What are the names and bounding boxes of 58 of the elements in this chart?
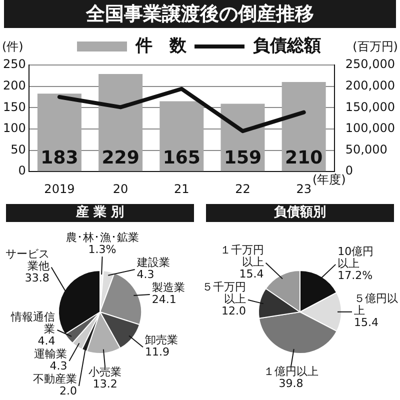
y-tick-label: 50 bbox=[10, 142, 26, 156]
slice-label: 小売業 bbox=[88, 366, 122, 379]
chart-title: 産 業 別 bbox=[6, 204, 194, 222]
x-tick-label: 22 bbox=[235, 182, 250, 196]
data-label: 33.8 bbox=[24, 272, 50, 285]
slice-label: １億円以上 bbox=[263, 365, 318, 378]
data-label: 4.4 bbox=[38, 334, 56, 348]
data-label: 17.2% bbox=[338, 268, 373, 282]
x-tick-label: 2019 bbox=[44, 182, 75, 196]
y2-axis-title: (百万円) bbox=[352, 40, 398, 54]
slice-label: １千万円以上 bbox=[220, 243, 264, 268]
data-label: 229 bbox=[102, 147, 140, 168]
slice-label: 製造業 bbox=[152, 280, 185, 294]
slice-label: 卸売業 bbox=[144, 333, 178, 346]
slice-label: ５千万円以上 bbox=[202, 280, 246, 306]
slice-label: サービス業他 bbox=[5, 248, 50, 273]
data-label: 183 bbox=[40, 147, 78, 168]
legend-label: 件 数 bbox=[134, 36, 188, 56]
y-tick-label: 150 bbox=[3, 100, 26, 114]
y-tick-label: 200 bbox=[3, 78, 26, 92]
y-axis-title: (件) bbox=[2, 40, 24, 54]
data-label: 24.1 bbox=[152, 292, 176, 306]
y-tick-label: 100 bbox=[3, 121, 26, 136]
data-label: 15.4 bbox=[354, 316, 378, 330]
data-label: 159 bbox=[224, 147, 262, 168]
slice-label: 農･林･漁･鉱業 bbox=[66, 230, 139, 244]
data-label: 210 bbox=[285, 147, 323, 168]
slice-label: 運輸業 bbox=[34, 347, 68, 360]
y2-tick-label: 150,000 bbox=[345, 100, 395, 114]
y2-tick-label: 0 bbox=[345, 164, 354, 178]
slice-label: 10億円以上 bbox=[338, 244, 374, 270]
data-label: 11.9 bbox=[144, 345, 170, 358]
y-tick-label: 0 bbox=[18, 164, 26, 178]
y2-tick-label: 250,000 bbox=[345, 57, 395, 72]
chart-title: 負債額別 bbox=[206, 204, 394, 222]
slice-label: 情報通信業 bbox=[10, 310, 56, 336]
data-label: 4.3 bbox=[136, 268, 154, 281]
x-tick-label: 21 bbox=[174, 182, 190, 196]
data-label: 12.0 bbox=[222, 304, 246, 318]
data-label: 2.0 bbox=[59, 384, 77, 398]
slice-label: 建設業 bbox=[136, 256, 170, 269]
slice-label: ５億円以上 bbox=[354, 292, 398, 318]
legend-label: 負債総額 bbox=[253, 36, 321, 56]
data-label: 39.8 bbox=[278, 377, 304, 390]
data-label: 4.3 bbox=[50, 359, 68, 372]
data-label: 1.3% bbox=[88, 242, 116, 256]
y-tick-label: 250 bbox=[3, 57, 26, 72]
slice-label: 不動産業 bbox=[32, 372, 77, 386]
data-label: 13.2 bbox=[92, 378, 118, 391]
data-label: 15.4 bbox=[239, 267, 264, 280]
y2-tick-label: 50,000 bbox=[345, 142, 388, 156]
x-tick-label: 20 bbox=[112, 182, 128, 196]
x-tick-label: 23 bbox=[296, 182, 312, 196]
x-axis-title: (年度) bbox=[312, 172, 346, 187]
y2-tick-label: 200,000 bbox=[345, 78, 395, 92]
y2-tick-label: 100,000 bbox=[345, 121, 395, 136]
data-label: 165 bbox=[162, 147, 200, 168]
chart-title: 全国事業譲渡後の倒産推移 bbox=[4, 0, 396, 28]
